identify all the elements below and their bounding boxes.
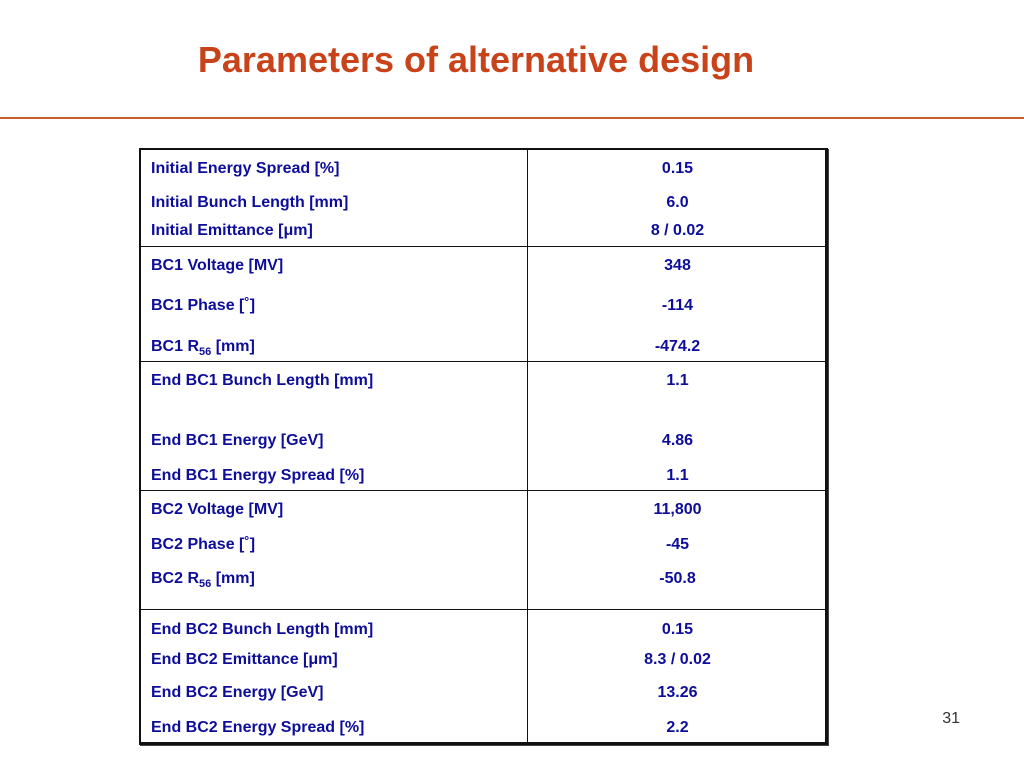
page-number: 31 <box>942 710 960 727</box>
row-label: BC2 Voltage [MV] <box>151 501 284 518</box>
row-label: End BC1 Energy [GeV] <box>151 432 324 449</box>
group-divider-3 <box>141 490 825 491</box>
row-value: 6.0 <box>666 194 689 211</box>
slide-title: Parameters of alternative design <box>197 39 755 80</box>
label-main: BC2 R <box>151 570 200 587</box>
row-value: -474.2 <box>654 338 701 355</box>
row-value: 4.86 <box>661 432 694 449</box>
row-label: Initial Energy Spread [%] <box>151 160 340 177</box>
parameters-table: Initial Energy Spread [%] 0.15 Initial B… <box>139 148 828 745</box>
row-label: BC1 Phase [˚] <box>151 297 256 314</box>
row-value: 0.15 <box>661 160 694 177</box>
row-label: End BC1 Energy Spread [%] <box>151 467 365 484</box>
row-label: Initial Emittance [μm] <box>151 222 313 239</box>
row-value: -50.8 <box>659 570 696 587</box>
row-value: -45 <box>665 536 690 553</box>
row-label: Initial Bunch Length [mm] <box>151 194 349 211</box>
row-label: BC2 Phase [˚] <box>151 536 256 553</box>
row-label: End BC2 Emittance [μm] <box>151 651 338 668</box>
row-value: -114 <box>661 297 694 314</box>
column-divider <box>527 150 528 742</box>
row-label: BC1 R56 [mm] <box>151 337 255 362</box>
label-subscript: 56 <box>199 578 212 591</box>
row-label: BC2 R56 [mm] <box>151 569 255 594</box>
label-main: BC1 R <box>151 338 200 355</box>
row-value: 1.1 <box>666 372 689 389</box>
row-label: End BC2 Energy [GeV] <box>151 684 324 701</box>
group-divider-1 <box>141 246 825 247</box>
row-label: End BC1 Bunch Length [mm] <box>151 372 374 389</box>
title-divider <box>0 117 1024 119</box>
row-label: End BC2 Bunch Length [mm] <box>151 621 374 638</box>
row-value: 348 <box>664 257 691 274</box>
row-label: BC1 Voltage [MV] <box>151 257 284 274</box>
label-subscript: 56 <box>199 346 212 359</box>
row-value: 8.3 / 0.02 <box>644 651 711 668</box>
row-label: End BC2 Energy Spread [%] <box>151 719 365 736</box>
group-divider-2 <box>141 361 825 362</box>
row-value: 13.26 <box>657 684 698 701</box>
group-divider-4 <box>141 609 825 610</box>
label-unit: [mm] <box>211 570 255 587</box>
label-unit: [mm] <box>211 338 255 355</box>
row-value: 1.1 <box>666 467 689 484</box>
row-value: 11,800 <box>653 501 702 518</box>
row-value: 0.15 <box>661 621 694 638</box>
row-value: 8 / 0.02 <box>650 222 705 239</box>
row-value: 2.2 <box>666 719 689 736</box>
